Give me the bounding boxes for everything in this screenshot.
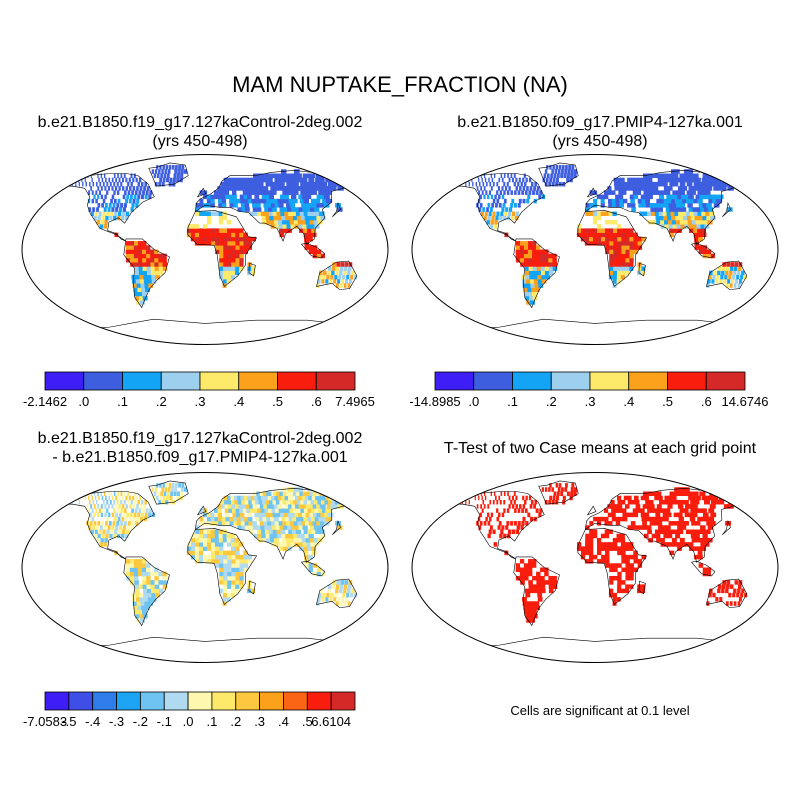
colorbar-label: -.4	[85, 714, 100, 729]
figure-title: MAM NUPTAKE_FRACTION (NA)	[232, 72, 568, 97]
map-panel-3	[21, 472, 389, 663]
panel-4-title: T-Test of two Case means at each grid po…	[400, 439, 800, 458]
colorbar-box	[235, 691, 261, 711]
panel-1-title: b.e21.B1850.f19_g17.127kaControl-2deg.00…	[0, 113, 400, 151]
colorbar-label: .6	[311, 394, 322, 409]
colorbar-panel-3: -7.0583-.5 -.4 -.3 -.2 -.1 .0 .1 .2 .3 .4 .56.6104	[23, 691, 356, 729]
map-border	[411, 154, 779, 345]
colorbar-label: .4	[623, 394, 634, 409]
colorbar-box	[589, 371, 630, 391]
colorbar-label: .6	[701, 394, 712, 409]
colorbar-box	[92, 691, 117, 711]
colorbar-label: -.5	[61, 714, 76, 729]
colorbar-label: -.1	[157, 714, 172, 729]
colorbar-box	[277, 371, 317, 391]
colorbar-label: .0	[78, 394, 89, 409]
panel-3-title-line2: - b.e21.B1850.f09_g17.PMIP4-127ka.001	[52, 449, 348, 466]
colorbar-box	[187, 691, 213, 711]
panel-2-title: b.e21.B1850.f09_g17.PMIP4-127ka.001 (yrs…	[400, 113, 800, 151]
panel-1-title-line1: b.e21.B1850.f19_g17.127kaControl-2deg.00…	[37, 114, 363, 131]
colorbar-box	[160, 371, 201, 391]
colorbar-label: 6.6104	[311, 714, 351, 729]
colorbar-label: .5	[272, 394, 283, 409]
colorbar-box	[434, 371, 475, 391]
map-panel-2	[411, 154, 779, 345]
colorbar-label: .4	[278, 714, 289, 729]
significance-note: Cells are significant at 0.1 level	[510, 703, 690, 718]
map-cells	[451, 165, 750, 305]
colorbar-box	[315, 371, 356, 391]
colorbar-label: .2	[230, 714, 241, 729]
map-cells	[61, 165, 358, 305]
colorbar-box	[116, 691, 141, 711]
colorbar-label: .0	[468, 394, 479, 409]
colorbar-label: .5	[302, 714, 313, 729]
colorbar-label: .4	[233, 394, 244, 409]
colorbar-label: 7.4965	[335, 394, 375, 409]
colorbar-label: .3	[254, 714, 265, 729]
colorbar-label: .2	[156, 394, 167, 409]
colorbar-box	[139, 691, 165, 711]
coastlines	[57, 480, 361, 646]
panel-2-title-line1: b.e21.B1850.f09_g17.PMIP4-127ka.001	[457, 114, 743, 131]
panel-4-title-line1: T-Test of two Case means at each grid po…	[443, 440, 757, 457]
coastlines	[447, 162, 751, 328]
colorbar-box	[238, 371, 278, 391]
colorbar-box	[512, 371, 552, 391]
map-panel-1	[21, 154, 389, 345]
colorbar-box	[44, 691, 70, 711]
colorbar-label: .5	[662, 394, 673, 409]
colorbar-label: 14.6746	[722, 394, 769, 409]
panel-2-title-line2: (yrs 450-498)	[552, 133, 648, 150]
colorbar-box	[163, 691, 189, 711]
map-cells	[64, 483, 358, 623]
colorbar-label: -7.0583	[23, 714, 67, 729]
colorbar-label: .1	[207, 714, 218, 729]
map-border	[21, 154, 389, 345]
colorbar-label: -2.1462	[23, 394, 67, 409]
colorbar-box	[83, 371, 123, 391]
colorbar-box	[122, 371, 162, 391]
colorbar-panel-1: -2.1462 .0 .1 .2 .3 .4 .5 .6 7.4965	[23, 371, 375, 409]
colorbar-panel-2: -14.8985 .0 .1 .2 .3 .4 .5 .6 14.6746	[410, 371, 769, 409]
panel-1-title-line2: (yrs 450-498)	[152, 133, 248, 150]
panel-3-title-line1: b.e21.B1850.f19_g17.127kaControl-2deg.00…	[37, 430, 363, 447]
colorbar-box	[44, 371, 85, 391]
colorbar-label: .0	[183, 714, 194, 729]
colorbar-box	[68, 691, 94, 711]
map-panel-4	[411, 472, 779, 663]
colorbar-label: .2	[546, 394, 557, 409]
colorbar-box	[550, 371, 591, 391]
colorbar-box	[330, 691, 356, 711]
colorbar-label: -.2	[133, 714, 148, 729]
colorbar-label: .1	[117, 394, 128, 409]
map-border	[411, 472, 779, 663]
colorbar-box	[628, 371, 668, 391]
colorbar-label: .3	[585, 394, 596, 409]
colorbar-box	[211, 691, 237, 711]
colorbar-label: .3	[195, 394, 206, 409]
colorbar-label: -.3	[109, 714, 124, 729]
colorbar-box	[199, 371, 240, 391]
colorbar-box	[705, 371, 746, 391]
colorbar-box	[283, 691, 308, 711]
colorbar-label: .1	[507, 394, 518, 409]
panel-3-title: b.e21.B1850.f19_g17.127kaControl-2deg.00…	[0, 429, 400, 467]
coastlines	[57, 162, 361, 328]
colorbar-box	[306, 691, 332, 711]
colorbar-box	[667, 371, 707, 391]
coastlines	[447, 480, 751, 646]
colorbar-label: -14.8985	[410, 394, 461, 409]
colorbar-box	[473, 371, 513, 391]
colorbar-box	[259, 691, 284, 711]
map-border	[21, 472, 389, 663]
